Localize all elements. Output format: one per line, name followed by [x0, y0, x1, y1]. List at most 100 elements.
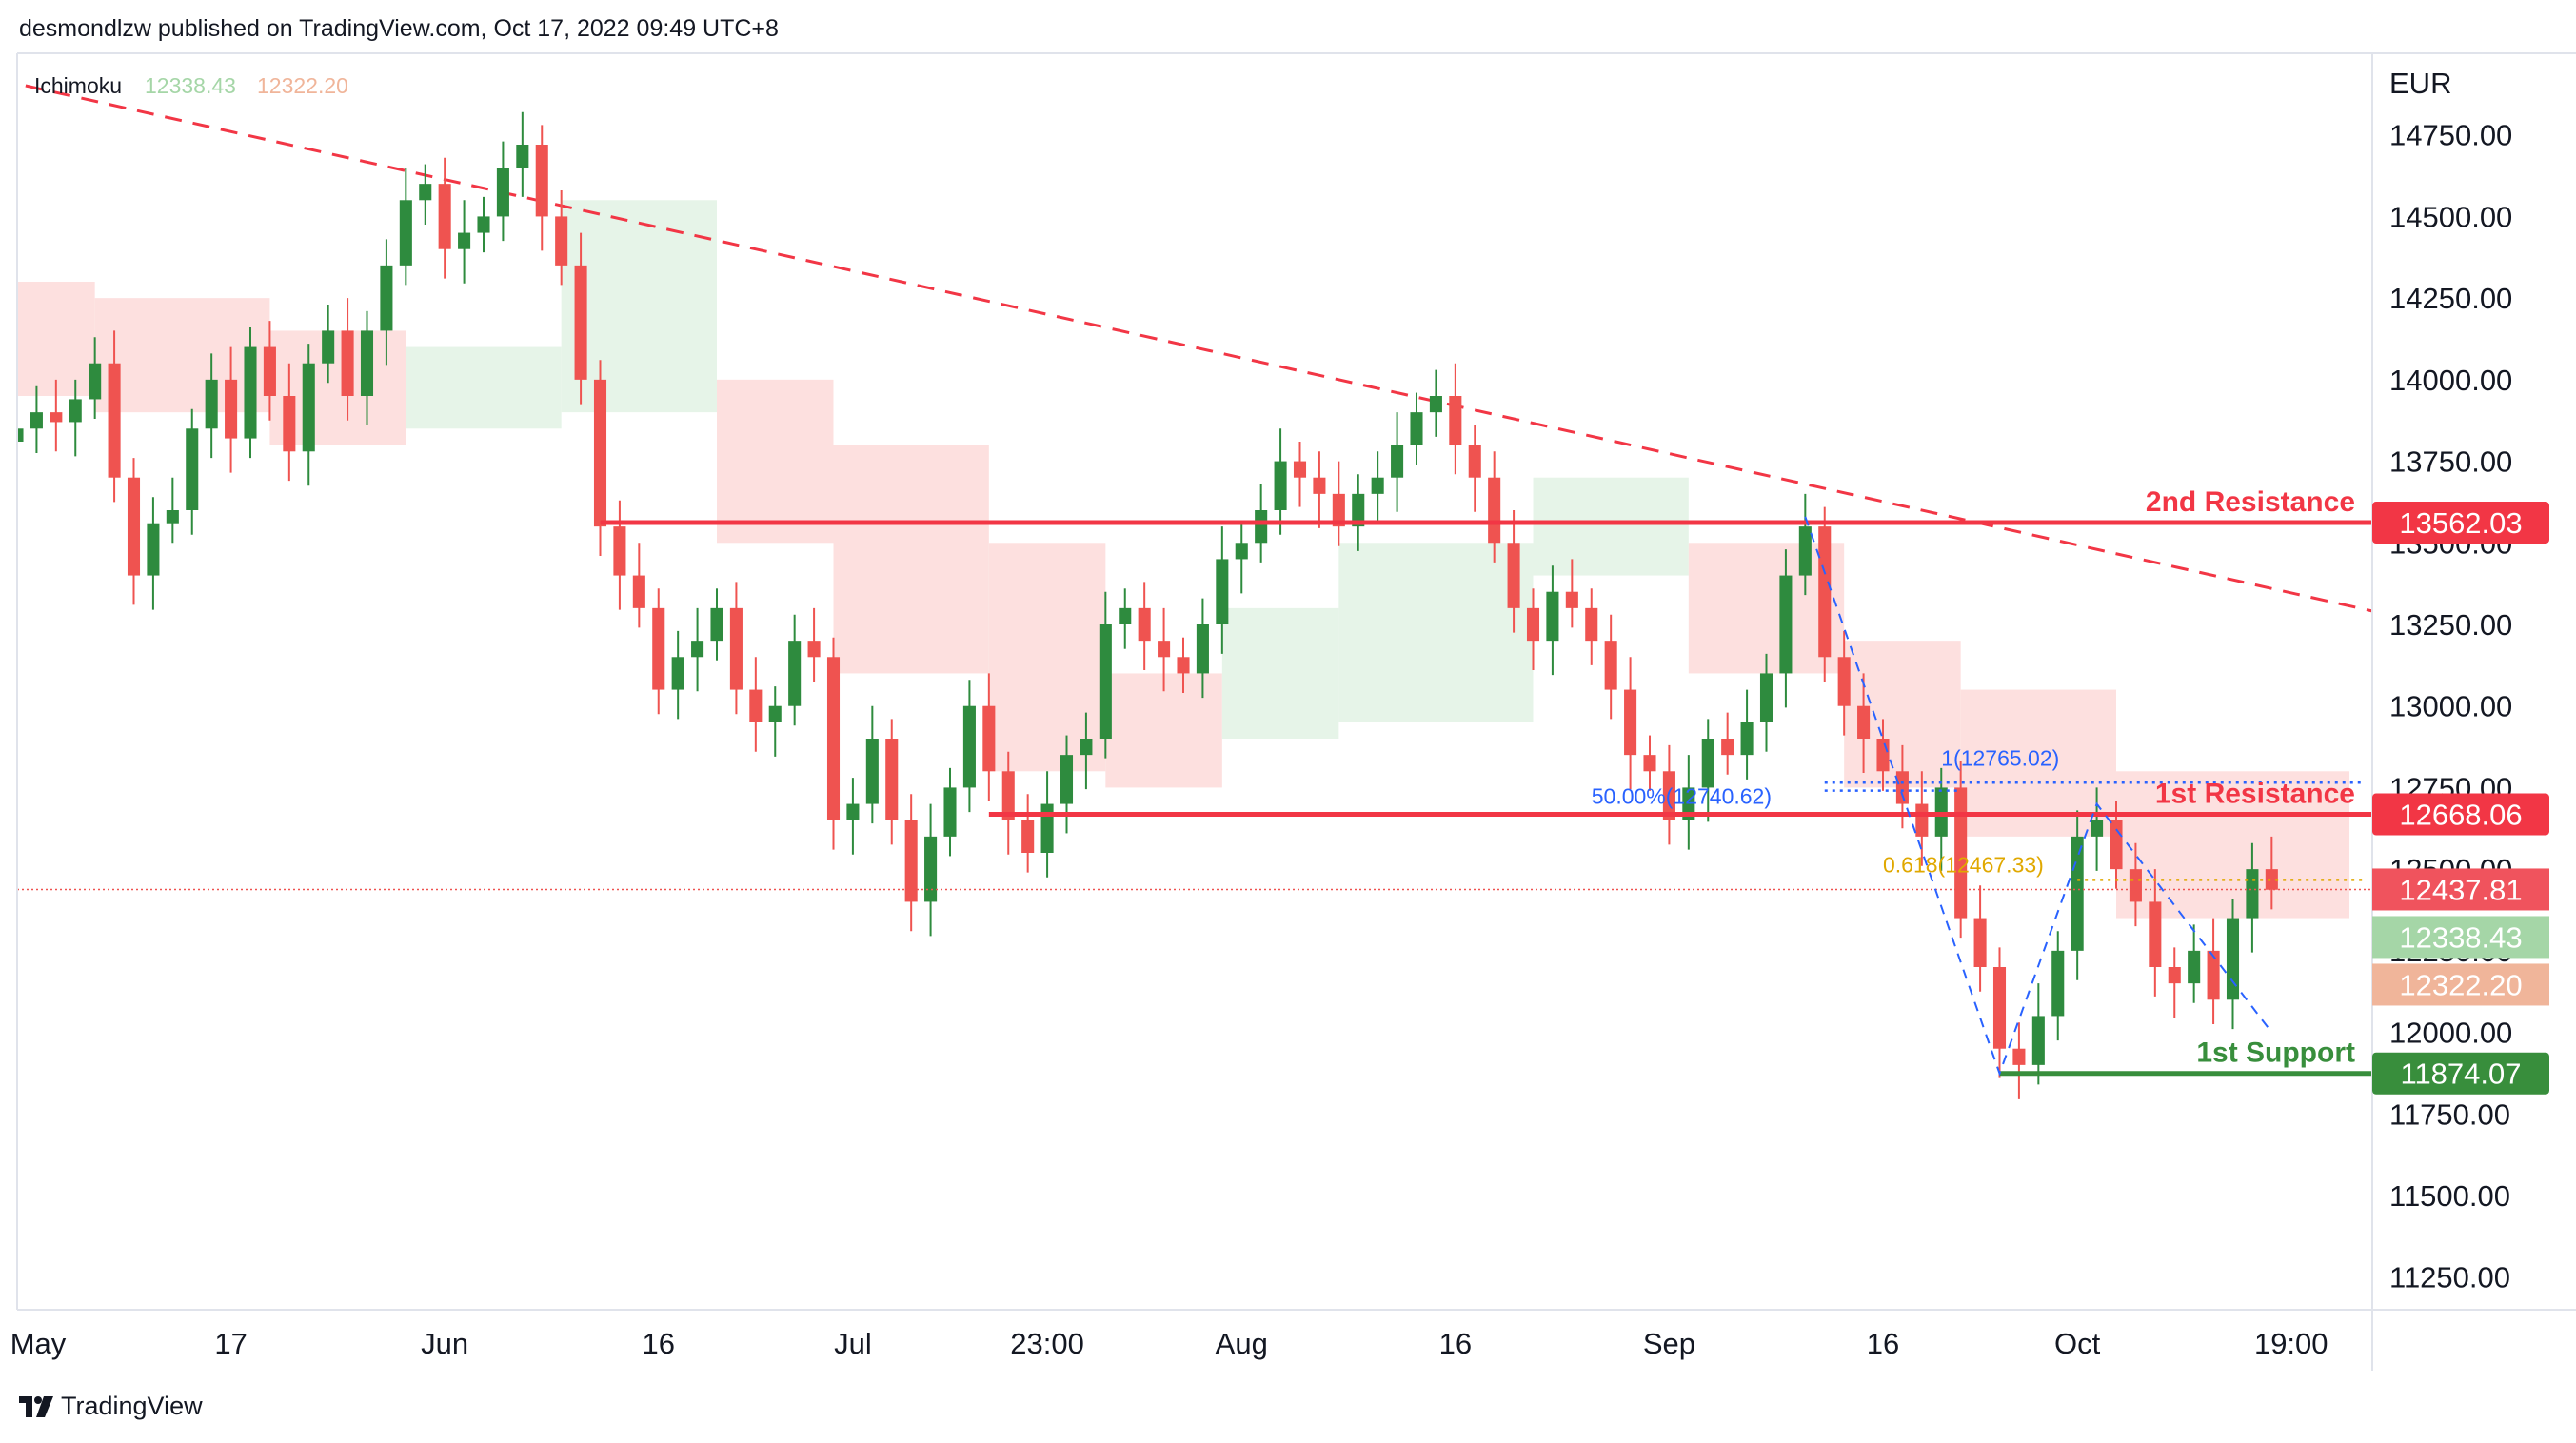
- badge-second-resistance: 13562.03: [2372, 502, 2549, 544]
- candle-body-101: [1973, 918, 1987, 967]
- kumo-segment-11: [1533, 477, 1689, 576]
- y-tick-14: 11250.00: [2389, 1261, 2510, 1295]
- candle-69: [1352, 474, 1365, 551]
- candle-body-92: [1798, 526, 1812, 576]
- badge-price-green-bg: [2372, 916, 2549, 959]
- candle-80: [1565, 559, 1578, 628]
- candle-74: [1449, 363, 1462, 475]
- y-tick-3: 14000.00: [2389, 364, 2512, 397]
- candle-14: [283, 363, 296, 482]
- candle-body-91: [1779, 575, 1793, 674]
- candle-28: [555, 190, 568, 286]
- legend-value-1: 12338.43: [145, 73, 236, 98]
- kumo-segment-10: [1338, 543, 1534, 722]
- candle-body-28: [555, 216, 568, 266]
- candle-73: [1429, 369, 1442, 437]
- candle-92: [1798, 493, 1812, 596]
- badge-first-resistance-text: 12668.06: [2399, 799, 2522, 832]
- candle-49: [962, 680, 976, 813]
- candle-body-106: [2071, 836, 2084, 951]
- currency-label: EUR: [2389, 67, 2451, 100]
- candle-body-102: [1992, 967, 2007, 1049]
- candle-0: [17, 408, 24, 462]
- candle-21: [419, 164, 432, 225]
- candle-115: [2246, 842, 2259, 953]
- badge-price-green: 12338.43: [2372, 916, 2549, 959]
- badge-first-support: 11874.07: [2372, 1052, 2549, 1095]
- kumo-segment-7: [988, 543, 1106, 772]
- badge-first-support-text: 11874.07: [2401, 1058, 2522, 1091]
- candles-layer: [17, 111, 2278, 1099]
- candle-body-70: [1371, 477, 1384, 494]
- candle-body-7: [147, 523, 160, 576]
- candle-24: [477, 196, 490, 253]
- candle-body-48: [943, 787, 957, 837]
- candle-body-41: [807, 641, 821, 658]
- time-axis[interactable]: May 17 Jun 16 Jul 23:00 Aug 16 Sep 16 Oct 19:00: [10, 1327, 2328, 1360]
- candle-91: [1779, 549, 1793, 708]
- candle-42: [826, 637, 841, 850]
- tradingview-logo[interactable]: TradingView: [19, 1392, 203, 1421]
- candle-47: [924, 803, 938, 937]
- candle-77: [1507, 510, 1520, 633]
- candle-body-95: [1857, 705, 1871, 739]
- candle-44: [865, 705, 879, 824]
- candle-15: [302, 344, 315, 486]
- candle-16: [322, 305, 335, 384]
- candle-body-79: [1546, 591, 1559, 642]
- plot-area[interactable]: 1(12765.02) 50.00%(12740.62) 0.618(12467.3…: [0, 79, 2388, 1099]
- candle-112: [2188, 924, 2201, 1003]
- kumo-segment-12: [1688, 543, 1845, 674]
- candle-body-60: [1177, 657, 1190, 674]
- candle-body-107: [2091, 820, 2104, 837]
- candle-84: [1643, 735, 1656, 791]
- candle-body-35: [691, 641, 704, 658]
- candle-85: [1662, 744, 1675, 845]
- x-tick-6: Aug: [1216, 1327, 1268, 1360]
- candle-body-44: [865, 739, 879, 804]
- second-resistance-label: 2nd Resistance: [2146, 486, 2355, 518]
- price-axis[interactable]: 14750.00 14500.00 14250.00 14000.00 13750.00…: [2389, 119, 2512, 1295]
- candle-63: [1235, 523, 1248, 594]
- candle-111: [2168, 947, 2181, 1018]
- candle-20: [399, 168, 412, 286]
- candle-36: [710, 588, 723, 661]
- candle-body-54: [1060, 755, 1074, 804]
- candle-body-67: [1313, 477, 1326, 494]
- descending-trendline[interactable]: [0, 79, 2388, 614]
- kumo-segment-5: [717, 379, 834, 544]
- candle-body-96: [1876, 739, 1890, 772]
- badge-first-resistance-bg: [2372, 793, 2549, 836]
- candle-40: [788, 614, 802, 726]
- candle-32: [632, 543, 645, 628]
- candle-66: [1293, 442, 1307, 507]
- candle-body-103: [2012, 1048, 2026, 1065]
- candle-103: [2012, 1022, 2026, 1099]
- candle-72: [1410, 392, 1423, 465]
- kumo-segment-6: [833, 445, 989, 674]
- candle-102: [1992, 947, 2007, 1078]
- candle-3: [69, 379, 82, 457]
- candle-body-81: [1585, 607, 1598, 642]
- candle-body-12: [244, 346, 257, 439]
- candle-body-5: [108, 363, 121, 478]
- candle-26: [516, 111, 529, 197]
- fib-618-label: 0.618(12467.33): [1883, 852, 2044, 877]
- first-resistance-label: 1st Resistance: [2155, 779, 2355, 810]
- candle-body-73: [1429, 396, 1442, 413]
- candle-body-75: [1468, 445, 1481, 478]
- candle-body-116: [2265, 869, 2278, 890]
- candle-body-47: [924, 836, 938, 902]
- indicator-legend[interactable]: Ichimoku 12338.43 12322.20: [34, 73, 348, 98]
- candle-body-15: [302, 363, 315, 452]
- candle-30: [593, 360, 607, 556]
- badge-second-resistance-text: 13562.03: [2399, 506, 2522, 540]
- candle-105: [2051, 931, 2065, 1041]
- candle-33: [652, 588, 665, 715]
- candle-body-11: [225, 379, 238, 439]
- candle-body-19: [380, 265, 393, 331]
- candle-38: [749, 657, 763, 752]
- candle-56: [1099, 591, 1112, 759]
- candle-88: [1721, 712, 1734, 775]
